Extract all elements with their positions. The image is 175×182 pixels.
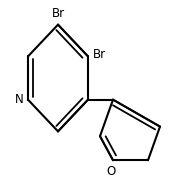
- Text: N: N: [15, 93, 24, 106]
- Text: Br: Br: [93, 48, 106, 61]
- Text: Br: Br: [51, 7, 65, 20]
- Text: O: O: [107, 165, 116, 178]
